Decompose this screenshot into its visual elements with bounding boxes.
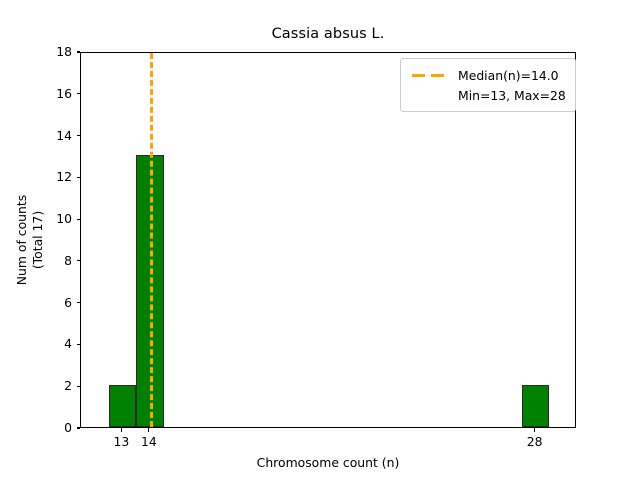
y-tick-mark: [76, 427, 80, 429]
y-tick-mark: [76, 385, 80, 387]
y-tick-mark: [76, 218, 80, 220]
y-tick-label: 16: [56, 85, 72, 101]
y-tick-label: 14: [56, 127, 72, 143]
y-tick-mark: [76, 134, 80, 137]
x-tick-label: 28: [526, 434, 543, 449]
y-tick-label: 10: [56, 211, 72, 227]
legend-item-minmax: Min=13, Max=28: [410, 85, 566, 105]
y-tick-label: 8: [64, 252, 72, 268]
y-tick-label: 4: [64, 336, 72, 352]
y-axis-label-main: Num of counts: [14, 194, 29, 286]
x-tick-mark: [120, 428, 122, 432]
y-tick-mark: [76, 51, 80, 53]
y-tick-label: 0: [64, 420, 72, 435]
y-tick-label: 18: [56, 44, 72, 59]
y-tick-mark: [76, 93, 80, 95]
y-tick-label: 2: [64, 378, 72, 394]
y-tick-mark: [76, 176, 80, 178]
y-axis-label: Num of counts (Total 17): [14, 52, 48, 428]
y-axis-label-total: (Total 17): [30, 210, 45, 270]
legend-label-median: Median(n)=14.0: [458, 67, 559, 83]
y-tick-mark: [76, 343, 80, 345]
x-tick-mark: [148, 428, 150, 432]
median-line: [149, 53, 153, 427]
y-tick-label: 12: [56, 169, 72, 185]
x-axis-label: Chromosome count (n): [256, 455, 400, 470]
x-tick-label: 14: [140, 434, 157, 449]
x-tick-mark: [534, 428, 536, 432]
chart-title: Cassia absus L.: [271, 26, 385, 42]
bar: [108, 385, 137, 427]
dashed-line-icon: [410, 65, 450, 85]
bar: [521, 385, 550, 427]
legend-item-median: Median(n)=14.0: [410, 65, 566, 85]
y-tick-mark: [76, 260, 80, 262]
legend: Median(n)=14.0 Min=13, Max=28: [400, 58, 576, 112]
plot-area: [80, 52, 576, 428]
y-tick-label: 6: [64, 294, 72, 310]
y-tick-mark: [76, 302, 80, 304]
x-tick-label: 13: [113, 434, 130, 449]
legend-label-minmax: Min=13, Max=28: [458, 87, 566, 103]
